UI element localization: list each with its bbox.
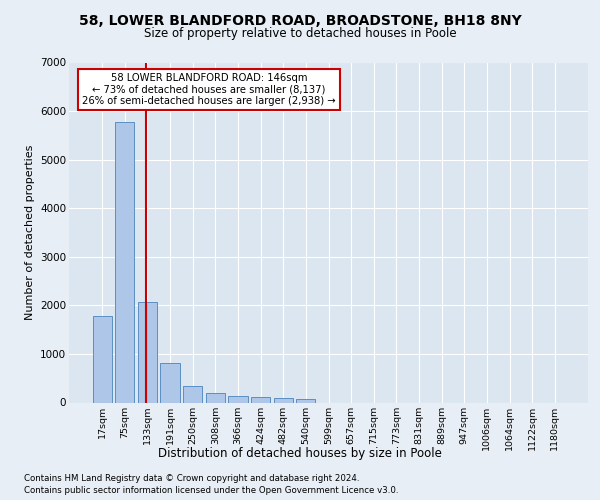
Bar xyxy=(115,122,134,402)
Text: 58 LOWER BLANDFORD ROAD: 146sqm
← 73% of detached houses are smaller (8,137)
26%: 58 LOWER BLANDFORD ROAD: 146sqm ← 73% of… xyxy=(82,72,336,106)
Bar xyxy=(160,362,180,403)
Bar xyxy=(183,386,202,402)
Bar xyxy=(296,399,316,402)
Bar xyxy=(92,316,112,402)
Text: Distribution of detached houses by size in Poole: Distribution of detached houses by size … xyxy=(158,448,442,460)
Bar xyxy=(274,398,293,402)
Text: 58, LOWER BLANDFORD ROAD, BROADSTONE, BH18 8NY: 58, LOWER BLANDFORD ROAD, BROADSTONE, BH… xyxy=(79,14,521,28)
Bar xyxy=(138,302,157,402)
Y-axis label: Number of detached properties: Number of detached properties xyxy=(25,145,35,320)
Text: Contains public sector information licensed under the Open Government Licence v3: Contains public sector information licen… xyxy=(24,486,398,495)
Text: Size of property relative to detached houses in Poole: Size of property relative to detached ho… xyxy=(143,28,457,40)
Bar xyxy=(229,396,248,402)
Bar xyxy=(206,393,225,402)
Bar xyxy=(251,398,270,402)
Text: Contains HM Land Registry data © Crown copyright and database right 2024.: Contains HM Land Registry data © Crown c… xyxy=(24,474,359,483)
